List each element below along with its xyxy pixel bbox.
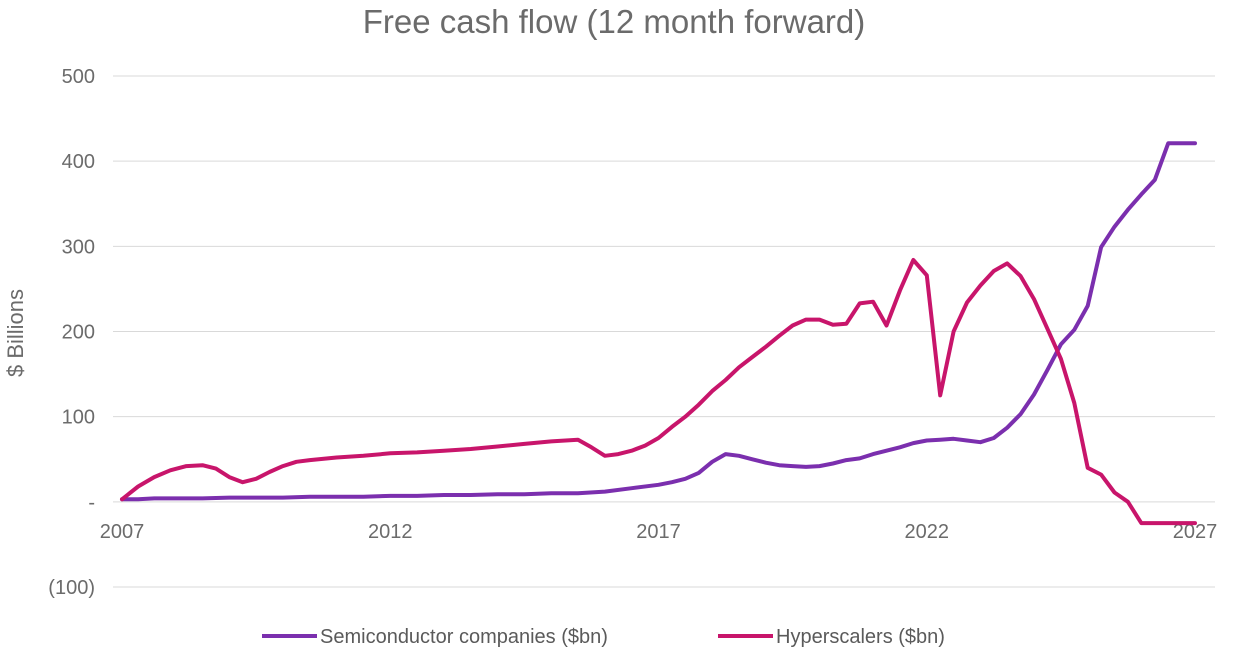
legend-label: Hyperscalers ($bn) bbox=[776, 626, 945, 648]
x-tick-label: 2027 bbox=[1173, 521, 1218, 543]
y-tick-label: 100 bbox=[62, 407, 95, 429]
legend: Semiconductor companies ($bn) Hyperscaler… bbox=[262, 626, 945, 648]
y-axis-label: $ Billions bbox=[3, 289, 28, 377]
chart-title: Free cash flow (12 month forward) bbox=[363, 3, 866, 40]
y-tick-label: (100) bbox=[48, 577, 95, 599]
x-tick-label: 2022 bbox=[905, 521, 950, 543]
x-tick-label: 2017 bbox=[636, 521, 681, 543]
x-tick-label: 2012 bbox=[368, 521, 413, 543]
y-tick-label: 200 bbox=[62, 322, 95, 344]
series-line-semiconductor bbox=[120, 141, 1197, 502]
x-axis-ticks: 2007 2012 2017 2022 2027 bbox=[100, 521, 1218, 543]
series-line-hyperscalers bbox=[120, 258, 1197, 526]
y-tick-label: 400 bbox=[62, 151, 95, 173]
y-tick-label: - bbox=[88, 492, 95, 514]
y-axis-ticks: 500 400 300 200 100 - (100) bbox=[48, 66, 95, 599]
y-tick-label: 500 bbox=[62, 66, 95, 88]
series-lines bbox=[120, 141, 1197, 526]
x-tick-label: 2007 bbox=[100, 521, 145, 543]
y-tick-label: 300 bbox=[62, 236, 95, 258]
legend-label: Semiconductor companies ($bn) bbox=[320, 626, 608, 648]
gridlines bbox=[113, 75, 1215, 588]
